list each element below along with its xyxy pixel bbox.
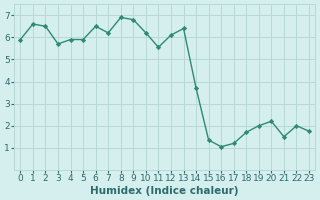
X-axis label: Humidex (Indice chaleur): Humidex (Indice chaleur) [91,186,239,196]
